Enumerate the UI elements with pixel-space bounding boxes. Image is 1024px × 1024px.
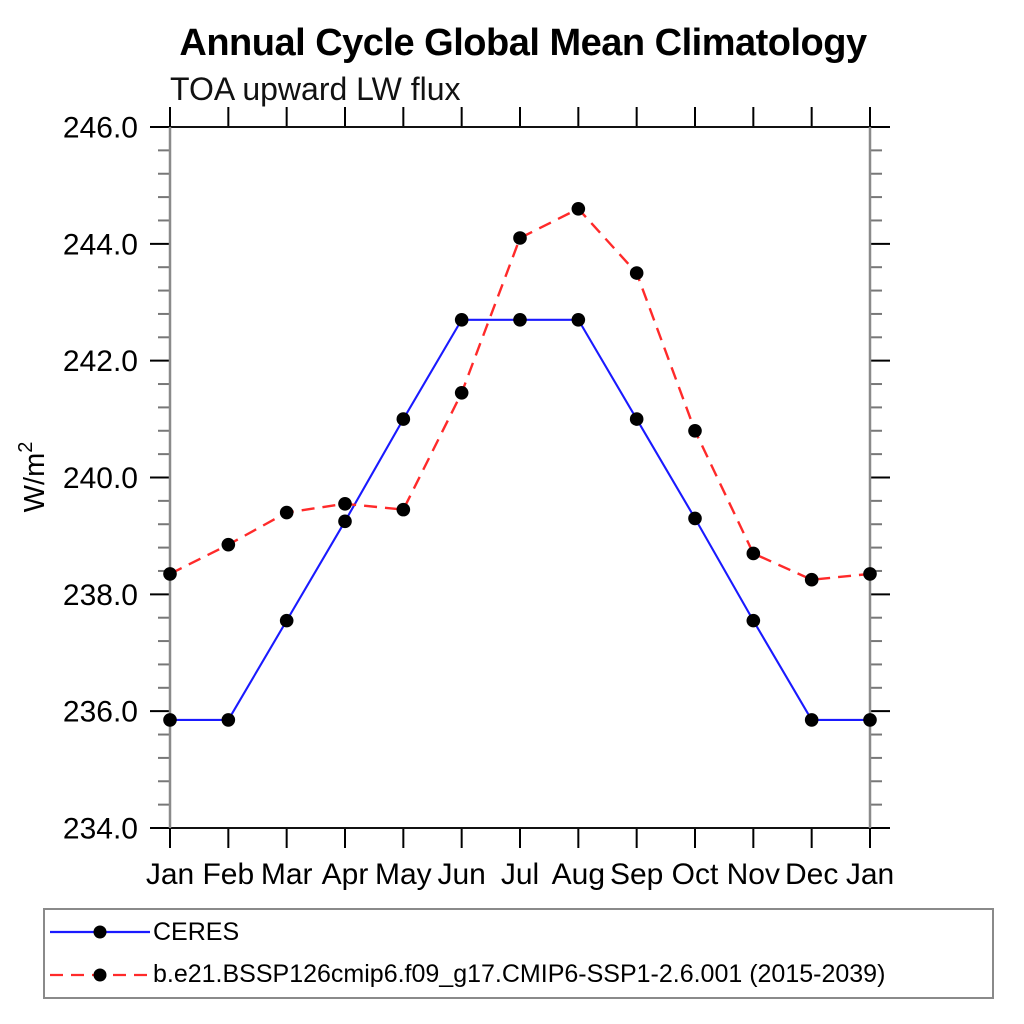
x-tick-label: Apr — [322, 858, 369, 891]
series-marker-0 — [688, 511, 702, 526]
series-marker-1 — [863, 567, 877, 581]
legend-label-model: b.e21.BSSP126cmip6.f09_g17.CMIP6-SSP1-2.… — [153, 960, 886, 989]
x-tick-label: Oct — [672, 858, 719, 891]
series-marker-0 — [338, 514, 352, 529]
x-tick-label: Jan — [146, 858, 194, 891]
y-tick-label: 238.0 — [63, 579, 138, 612]
series-marker-0 — [629, 412, 644, 426]
series-marker-1 — [571, 201, 586, 216]
series-marker-1 — [746, 546, 761, 561]
series-marker-0 — [221, 713, 236, 727]
x-tick-label: Jul — [501, 858, 539, 891]
y-tick-label: 242.0 — [63, 345, 138, 378]
series-marker-0 — [513, 312, 527, 327]
series-line-0 — [170, 318, 870, 721]
legend-item-ceres: CERES — [50, 912, 992, 952]
y-axis-label: W/m2 — [15, 442, 51, 513]
series-marker-1 — [804, 572, 819, 587]
legend-line-sample-model — [50, 965, 150, 985]
series-marker-0 — [804, 713, 819, 727]
series-marker-1 — [279, 505, 294, 520]
series-marker-0 — [279, 613, 294, 628]
y-tick-label: 234.0 — [63, 813, 138, 846]
series-marker-1 — [221, 537, 236, 552]
x-tick-label: Dec — [785, 858, 838, 891]
legend-sample-svg — [50, 968, 150, 982]
legend-sample-marker — [93, 968, 107, 982]
chart-subtitle: TOA upward LW flux — [170, 71, 461, 107]
x-tick-label: Jan — [846, 858, 894, 891]
legend: CERES b.e21.BSSP126cmip6.f09_g17.CMIP6-S… — [43, 908, 994, 999]
x-tick-label: May — [375, 858, 432, 891]
y-tick-label: 246.0 — [63, 112, 138, 145]
series-marker-1 — [454, 385, 469, 400]
series-marker-0 — [454, 312, 469, 327]
series-marker-0 — [163, 713, 177, 727]
legend-line-sample-ceres — [50, 922, 150, 942]
series-marker-1 — [338, 496, 352, 511]
series-marker-0 — [396, 412, 411, 426]
chart-title: Annual Cycle Global Mean Climatology — [179, 22, 867, 64]
series-marker-1 — [688, 423, 702, 438]
legend-sample-svg — [50, 925, 150, 939]
x-tick-label: Jun — [437, 858, 485, 891]
y-tick-label: 236.0 — [63, 696, 138, 729]
series-marker-0 — [746, 613, 761, 628]
x-tick-label: Nov — [727, 858, 780, 891]
y-tick-label: 244.0 — [63, 228, 138, 261]
series-marker-0 — [863, 713, 877, 727]
y-tick-label: 240.0 — [63, 462, 138, 495]
legend-item-model: b.e21.BSSP126cmip6.f09_g17.CMIP6-SSP1-2.… — [50, 955, 992, 995]
series-marker-1 — [513, 231, 527, 245]
x-tick-label: Sep — [610, 858, 663, 891]
series-marker-1 — [163, 567, 177, 581]
legend-sample-marker — [93, 925, 107, 939]
series-marker-1 — [396, 502, 411, 517]
x-tick-label: Feb — [202, 858, 254, 891]
series-marker-1 — [629, 266, 644, 280]
series-line-1 — [169, 207, 871, 581]
legend-label-ceres: CERES — [153, 917, 240, 946]
series-marker-0 — [571, 312, 586, 327]
x-tick-label: Mar — [261, 858, 313, 891]
x-tick-label: Aug — [552, 858, 605, 891]
